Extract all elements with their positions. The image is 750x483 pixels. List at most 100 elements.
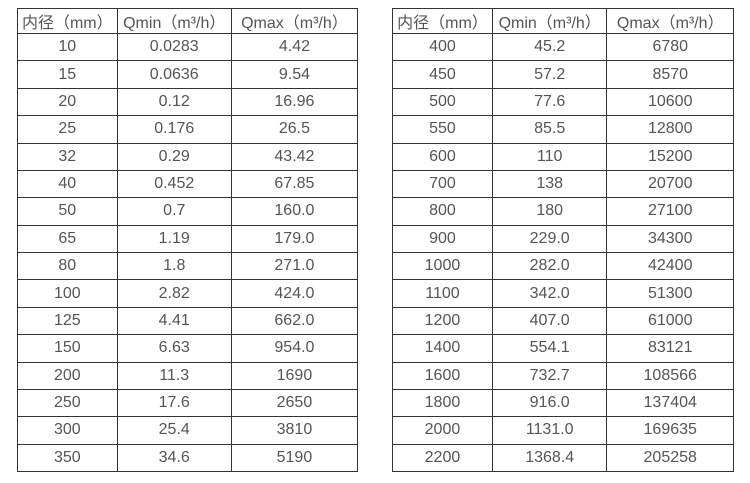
table-body: 10 0.0283 4.42 15 0.0636 9.54 20 0.12 16.96 25 0.1…	[17, 32, 359, 473]
table-row: 125 4.41 662.0	[17, 306, 359, 336]
table-cell: 500	[392, 87, 493, 117]
table-cell: 1100	[392, 279, 493, 308]
table-cell: 83121	[606, 334, 734, 363]
table-row: 500 77.6 10600	[392, 87, 734, 117]
table-cell: 1368.4	[491, 443, 608, 473]
header-qmin: Qmin（m³/h）	[491, 8, 608, 34]
flow-table-large-diameters: 内径（mm） Qmin（m³/h） Qmax（m³/h） 400 45.2 6780…	[392, 8, 734, 473]
flow-table-small-diameters: 内径（mm） Qmin（m³/h） Qmax（m³/h） 10 0.0283 4.4…	[17, 8, 359, 473]
table-cell: 916.0	[491, 388, 608, 418]
table-cell: 10	[17, 32, 118, 62]
table-cell: 1690	[230, 361, 359, 390]
table-cell: 1600	[392, 361, 493, 390]
table-cell: 229.0	[491, 224, 608, 254]
table-cell: 8570	[606, 60, 734, 89]
table-header-row: 内径（mm） Qmin（m³/h） Qmax（m³/h）	[17, 8, 359, 34]
table-cell: 205258	[606, 443, 734, 473]
table-row: 32 0.29 43.42	[17, 142, 359, 171]
table-cell: 42400	[606, 251, 734, 281]
table-cell: 407.0	[491, 306, 608, 336]
table-cell: 0.12	[116, 87, 232, 117]
table-cell: 3810	[230, 416, 359, 445]
table-cell: 9.54	[230, 60, 359, 89]
table-cell: 342.0	[491, 279, 608, 308]
table-cell: 5190	[230, 443, 359, 473]
table-cell: 10600	[606, 87, 734, 117]
table-row: 200 11.3 1690	[17, 361, 359, 390]
table-cell: 2000	[392, 416, 493, 445]
table-cell: 1.19	[116, 224, 232, 254]
table-cell: 400	[392, 32, 493, 62]
table-cell: 108566	[606, 361, 734, 390]
table-cell: 20700	[606, 169, 734, 199]
table-row: 900 229.0 34300	[392, 224, 734, 254]
table-cell: 600	[392, 142, 493, 171]
table-cell: 4.42	[230, 32, 359, 62]
table-cell: 954.0	[230, 334, 359, 363]
table-body: 400 45.2 6780 450 57.2 8570 500 77.6 10600 550 85.…	[392, 32, 734, 473]
table-cell: 4.41	[116, 306, 232, 336]
table-cell: 900	[392, 224, 493, 254]
table-row: 40 0.452 67.85	[17, 169, 359, 199]
table-header: 内径（mm） Qmin（m³/h） Qmax（m³/h）	[17, 8, 359, 34]
table-cell: 6780	[606, 32, 734, 62]
table-row: 600 110 15200	[392, 142, 734, 171]
table-row: 1000 282.0 42400	[392, 251, 734, 281]
table-cell: 6.63	[116, 334, 232, 363]
table-cell: 732.7	[491, 361, 608, 390]
header-qmax: Qmax（m³/h）	[606, 8, 734, 34]
table-cell: 300	[17, 416, 118, 445]
table-row: 150 6.63 954.0	[17, 334, 359, 363]
table-cell: 250	[17, 388, 118, 418]
table-cell: 65	[17, 224, 118, 254]
table-cell: 15200	[606, 142, 734, 171]
table-cell: 0.0636	[116, 60, 232, 89]
table-cell: 0.176	[116, 115, 232, 144]
table-cell: 554.1	[491, 334, 608, 363]
table-cell: 15	[17, 60, 118, 89]
table-row: 20 0.12 16.96	[17, 87, 359, 117]
table-row: 1400 554.1 83121	[392, 334, 734, 363]
table-cell: 179.0	[230, 224, 359, 254]
table-cell: 11.3	[116, 361, 232, 390]
table-cell: 1800	[392, 388, 493, 418]
table-cell: 20	[17, 87, 118, 117]
table-cell: 34.6	[116, 443, 232, 473]
table-row: 450 57.2 8570	[392, 60, 734, 89]
table-header-row: 内径（mm） Qmin（m³/h） Qmax（m³/h）	[392, 8, 734, 34]
table-cell: 27100	[606, 197, 734, 226]
table-cell: 43.42	[230, 142, 359, 171]
table-cell: 138	[491, 169, 608, 199]
table-cell: 26.5	[230, 115, 359, 144]
table-row: 1200 407.0 61000	[392, 306, 734, 336]
table-cell: 160.0	[230, 197, 359, 226]
table-row: 2000 1131.0 169635	[392, 416, 734, 445]
table-cell: 125	[17, 306, 118, 336]
table-cell: 110	[491, 142, 608, 171]
table-cell: 150	[17, 334, 118, 363]
table-cell: 0.7	[116, 197, 232, 226]
table-cell: 57.2	[491, 60, 608, 89]
table-cell: 80	[17, 251, 118, 281]
table-cell: 137404	[606, 388, 734, 418]
table-cell: 85.5	[491, 115, 608, 144]
header-qmax: Qmax（m³/h）	[230, 8, 359, 34]
table-row: 550 85.5 12800	[392, 115, 734, 144]
table-cell: 16.96	[230, 87, 359, 117]
table-cell: 25	[17, 115, 118, 144]
table-cell: 40	[17, 169, 118, 199]
table-row: 250 17.6 2650	[17, 388, 359, 418]
table-row: 65 1.19 179.0	[17, 224, 359, 254]
table-cell: 350	[17, 443, 118, 473]
table-cell: 662.0	[230, 306, 359, 336]
table-cell: 2.82	[116, 279, 232, 308]
table-row: 2200 1368.4 205258	[392, 443, 734, 473]
table-cell: 1131.0	[491, 416, 608, 445]
table-cell: 2200	[392, 443, 493, 473]
table-cell: 100	[17, 279, 118, 308]
table-cell: 550	[392, 115, 493, 144]
table-cell: 32	[17, 142, 118, 171]
table-cell: 2650	[230, 388, 359, 418]
table-cell: 50	[17, 197, 118, 226]
